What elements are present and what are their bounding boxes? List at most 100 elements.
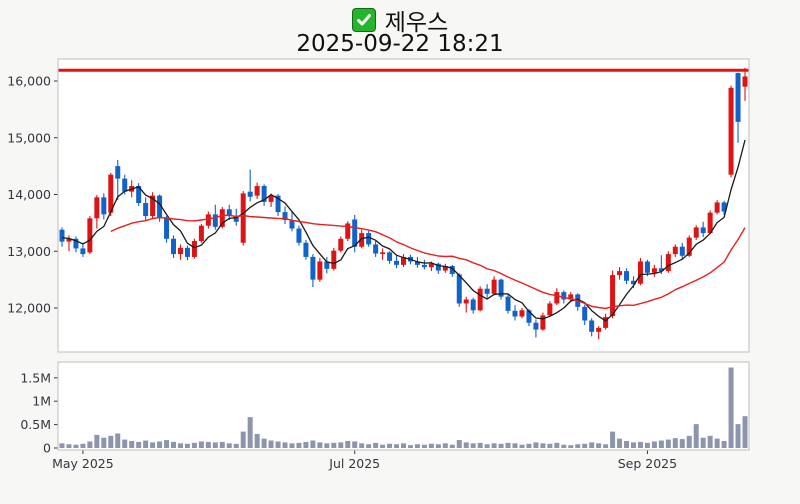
volume-bar [456, 440, 462, 448]
candle-up [177, 247, 183, 255]
volume-bar [108, 435, 114, 448]
candle-down [498, 279, 504, 297]
candle-up [540, 315, 546, 330]
candle-up [150, 195, 156, 217]
volume-bar [401, 443, 406, 448]
candle-down [533, 322, 539, 330]
volume-bar [254, 433, 260, 448]
volume-bar [672, 438, 678, 448]
volume-bar [289, 443, 295, 448]
candle-up [345, 223, 351, 239]
volume-pane-bg [58, 362, 749, 450]
volume-bar [665, 439, 671, 448]
candle-up [742, 76, 748, 87]
candle-up [240, 193, 246, 243]
candle-down [658, 268, 664, 272]
candle-up [693, 227, 699, 238]
volume-bar [94, 434, 100, 448]
volume-bar [435, 444, 441, 448]
volume-bar [714, 438, 720, 448]
volume-bar [686, 435, 692, 448]
volume-bar [129, 440, 135, 448]
candle-down [324, 261, 330, 269]
candle-up [428, 263, 434, 268]
volume-bar [352, 441, 358, 448]
candle-down [421, 264, 427, 268]
volume-bar [700, 437, 706, 448]
price-candles [59, 67, 748, 340]
candle-down [512, 310, 518, 317]
volume-bar [624, 440, 630, 448]
volume-bar [519, 444, 525, 448]
candle-up [359, 233, 365, 247]
volume-bar [728, 367, 734, 448]
candle-up [519, 310, 525, 317]
volume-bar [561, 444, 567, 448]
volume-bar [282, 442, 288, 448]
candle-down [721, 202, 727, 212]
candle-down [289, 220, 295, 229]
volume-bar [568, 445, 574, 448]
candle-down [470, 299, 476, 311]
volume-tick-label: 1M [32, 394, 51, 409]
volume-bar [212, 442, 218, 448]
ma-long-line [110, 214, 746, 310]
volume-bar [150, 442, 156, 448]
candle-down [247, 191, 253, 197]
volume-bar [240, 431, 246, 448]
candle-down [414, 261, 420, 265]
volume-bar [651, 441, 657, 448]
candle-down [296, 228, 302, 243]
symbol-name: 제우스 [384, 10, 449, 36]
candle-down [226, 209, 232, 217]
candle-down [387, 252, 393, 261]
volume-bar [526, 443, 532, 448]
candle-up [191, 241, 197, 257]
volume-axis-ticks: 1.5M 1M 0.5M 0 [20, 370, 58, 456]
candle-down [184, 247, 190, 257]
candle-up [94, 197, 100, 219]
candle-up [401, 256, 406, 265]
candle-up [463, 299, 469, 304]
price-tick-label: 13,000 [7, 244, 51, 259]
volume-bar [136, 441, 142, 448]
volume-bar [87, 441, 93, 448]
volume-bar [122, 439, 128, 448]
volume-bar [512, 443, 518, 448]
volume-bar [73, 444, 79, 448]
volume-bar [261, 438, 267, 448]
volume-bar [589, 442, 595, 448]
candle-down [212, 214, 218, 227]
candle-down [136, 185, 142, 204]
volume-bar [345, 440, 351, 448]
candle-up [637, 261, 643, 284]
volume-bar [449, 444, 455, 448]
price-tick-label: 15,000 [7, 130, 51, 145]
date-axis-ticks: May 2025 Jul 2025 Sep 2025 [52, 450, 677, 471]
volume-bar [533, 442, 539, 448]
volume-bar [359, 443, 365, 448]
candle-up [651, 268, 657, 273]
candle-down [630, 280, 636, 285]
volume-bar [498, 443, 504, 448]
volume-bars [59, 367, 748, 448]
chart-title: 제우스 [0, 3, 800, 37]
volume-bar [463, 442, 469, 448]
price-pane-border [57, 58, 750, 353]
volume-bar [115, 433, 121, 448]
candle-down [80, 248, 86, 255]
candle-down [164, 218, 170, 239]
volume-bar [59, 443, 65, 448]
candle-down [373, 244, 379, 254]
volume-bar [366, 444, 372, 448]
candlestick-pane: 16,000 15,000 14,000 13,000 12,000 [7, 58, 750, 353]
candle-down [366, 233, 372, 245]
volume-bar [582, 443, 588, 448]
candle-down [157, 195, 163, 219]
volume-bar [414, 444, 420, 448]
volume-bar [177, 443, 183, 448]
price-tick-label: 16,000 [7, 74, 51, 89]
